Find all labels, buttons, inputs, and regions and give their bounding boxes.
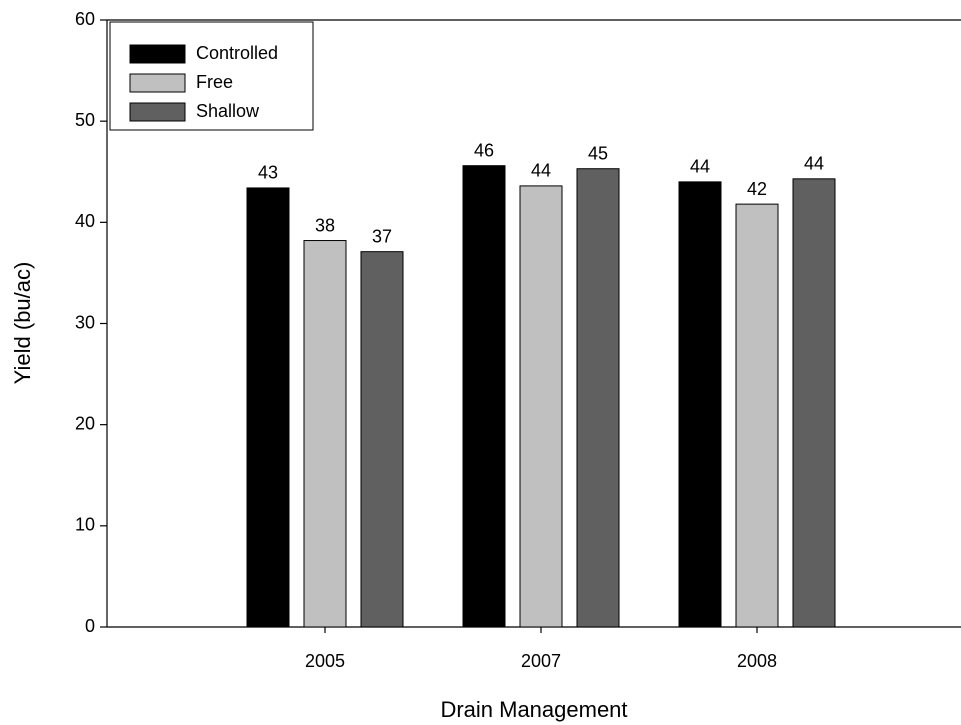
y-tick-label: 50 xyxy=(75,110,95,130)
y-tick-label: 60 xyxy=(75,9,95,29)
y-tick-label: 20 xyxy=(75,413,95,433)
x-tick-label: 2008 xyxy=(737,651,777,671)
value-label: 44 xyxy=(531,161,551,181)
value-label: 43 xyxy=(258,163,278,183)
value-label: 38 xyxy=(315,215,335,235)
bar xyxy=(462,165,506,628)
y-axis-title: Yield (bu/ac) xyxy=(10,262,35,385)
bar xyxy=(303,240,347,628)
value-label: 37 xyxy=(372,226,392,246)
bar xyxy=(792,178,836,628)
y-tick-label: 10 xyxy=(75,515,95,535)
legend-label: Controlled xyxy=(196,43,278,63)
legend-label: Shallow xyxy=(196,101,260,121)
x-tick-label: 2007 xyxy=(521,651,561,671)
value-label: 42 xyxy=(747,179,767,199)
bar xyxy=(519,185,563,628)
bar xyxy=(735,203,779,628)
legend-swatch xyxy=(129,44,186,64)
x-axis-title: Drain Management xyxy=(440,697,627,722)
legend-label: Free xyxy=(196,72,233,92)
y-tick-label: 0 xyxy=(85,616,95,636)
bar xyxy=(360,251,404,628)
y-tick-label: 40 xyxy=(75,211,95,231)
value-label: 44 xyxy=(690,157,710,177)
bar xyxy=(246,187,290,628)
x-tick-label: 2005 xyxy=(305,651,345,671)
legend-swatch xyxy=(129,102,186,122)
value-label: 46 xyxy=(474,140,494,160)
y-tick-label: 30 xyxy=(75,312,95,332)
value-label: 45 xyxy=(588,143,608,163)
legend-swatch xyxy=(129,73,186,93)
bar xyxy=(678,181,722,628)
value-label: 44 xyxy=(804,154,824,174)
bar xyxy=(576,168,620,628)
